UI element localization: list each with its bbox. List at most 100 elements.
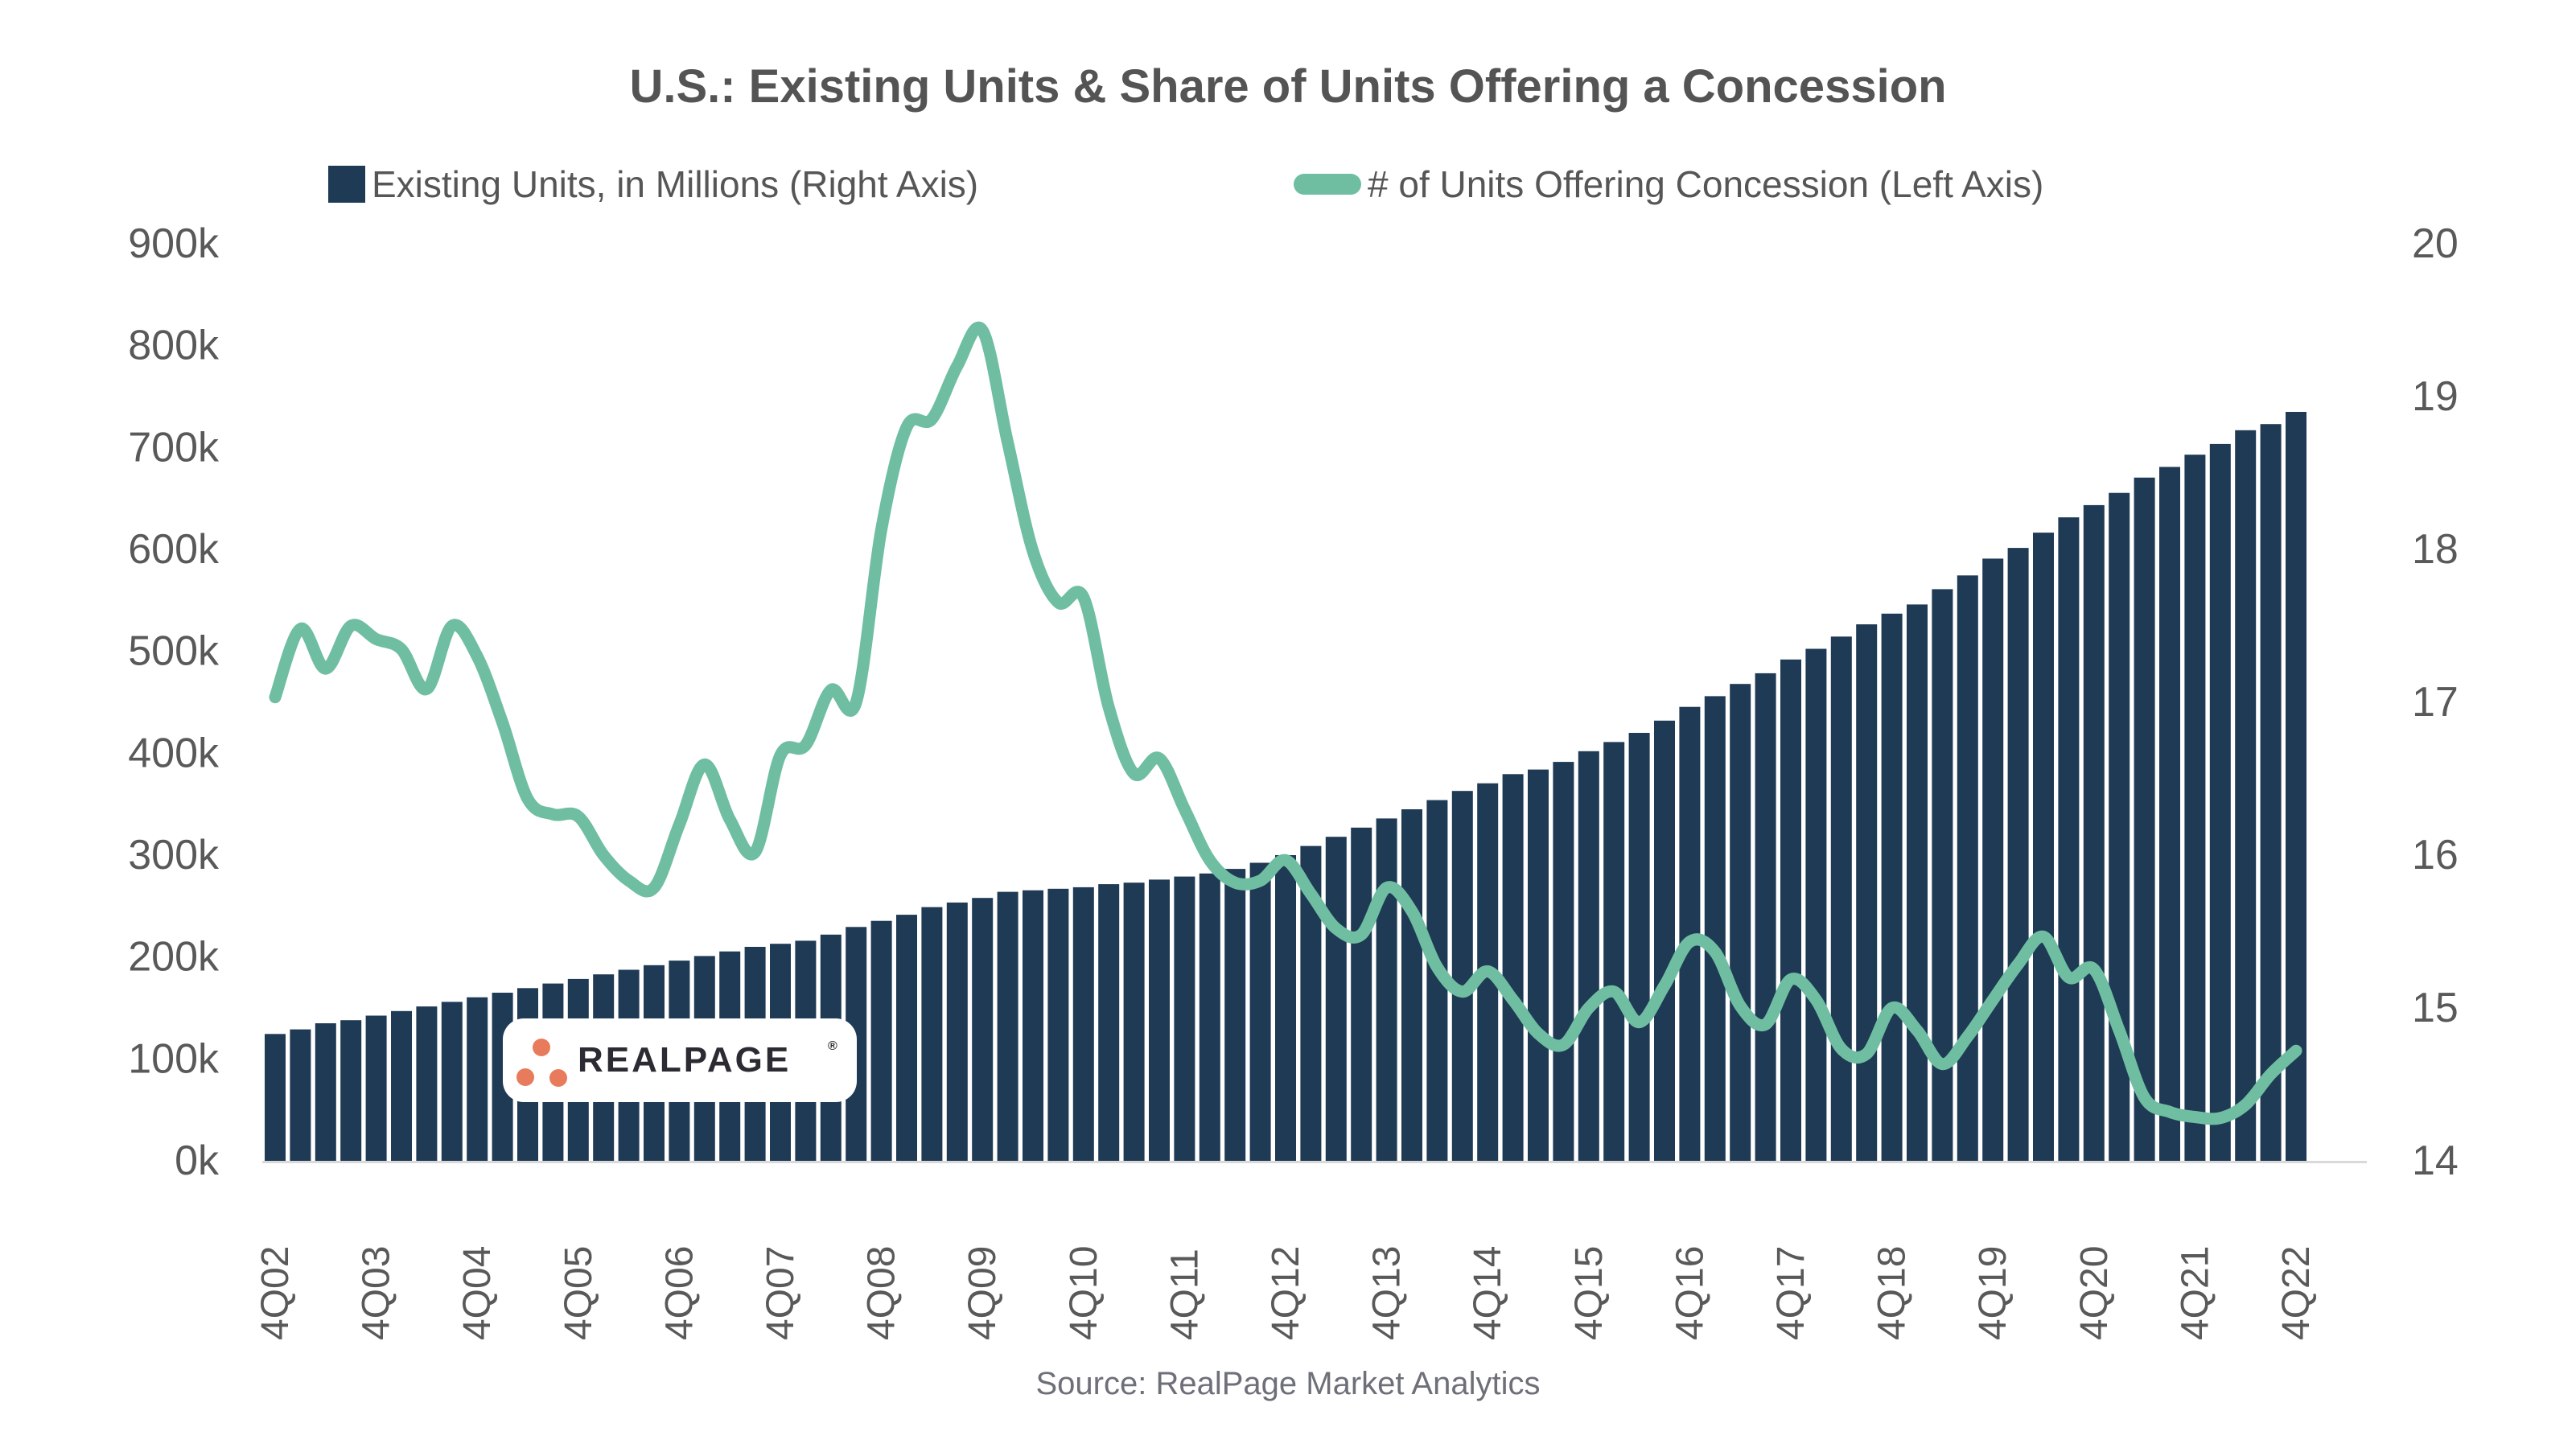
existing-units-bar <box>2209 443 2231 1161</box>
x-axis-tick-label: 4Q02 <box>254 1246 297 1340</box>
existing-units-bar <box>1174 876 1195 1161</box>
registered-mark-icon: ® <box>828 1039 837 1053</box>
existing-units-bar <box>2083 504 2105 1161</box>
x-axis-tick-label: 4Q11 <box>1163 1249 1206 1340</box>
existing-units-bar <box>1275 855 1296 1161</box>
legend: Existing Units, in Millions (Right Axis)… <box>0 163 2576 206</box>
legend-item-concession-line: # of Units Offering Concession (Left Axi… <box>1294 163 2043 206</box>
existing-units-bar <box>972 898 994 1161</box>
existing-units-bar <box>1856 624 1878 1161</box>
existing-units-bar <box>2260 424 2282 1161</box>
y-axis-right-tick-label: 15 <box>2412 985 2459 1031</box>
existing-units-bar <box>1047 888 1069 1161</box>
chart-title: U.S.: Existing Units & Share of Units Of… <box>629 60 1947 113</box>
existing-units-bar <box>1224 869 1246 1161</box>
existing-units-bar <box>1932 589 1953 1161</box>
existing-units-bar <box>2134 477 2155 1161</box>
x-axis-tick-label: 4Q04 <box>456 1246 499 1340</box>
existing-units-bar <box>2033 533 2054 1161</box>
source-caption: Source: RealPage Market Analytics <box>1035 1366 1541 1401</box>
existing-units-bar <box>1072 887 1094 1161</box>
x-axis-tick-label: 4Q15 <box>1568 1246 1611 1340</box>
existing-units-bar <box>1553 762 1574 1161</box>
x-axis-tick-label: 4Q10 <box>1063 1246 1105 1340</box>
logo-dot-icon <box>533 1039 550 1056</box>
concession-line <box>269 321 2302 1125</box>
x-axis-tick-label: 4Q20 <box>2073 1246 2116 1340</box>
existing-units-bar <box>340 1020 362 1161</box>
y-axis-left-tick-label: 100k <box>128 1035 220 1082</box>
logo-dot-icon <box>516 1068 534 1086</box>
y-axis-right-tick-label: 18 <box>2412 526 2459 573</box>
existing-units-bar <box>365 1015 387 1161</box>
existing-units-bar <box>1249 862 1271 1161</box>
x-axis-tick-label: 4Q09 <box>961 1246 1004 1340</box>
existing-units-bar <box>391 1010 412 1161</box>
y-axis-left-tick-label: 500k <box>128 628 220 675</box>
y-axis-left-tick-label: 900k <box>128 220 220 267</box>
x-axis-tick-label: 4Q19 <box>1972 1246 2014 1340</box>
existing-units-bar <box>2235 430 2257 1161</box>
existing-units-bar <box>1755 673 1776 1161</box>
existing-units-bar <box>1401 809 1422 1161</box>
x-axis-tick-label: 4Q12 <box>1265 1246 1307 1340</box>
y-axis-left-tick-label: 0k <box>175 1138 220 1184</box>
x-axis-tick-label: 4Q13 <box>1366 1246 1409 1340</box>
existing-units-bar <box>2184 455 2206 1161</box>
line-swatch-icon <box>1294 174 1361 195</box>
existing-units-bar <box>2286 412 2306 1161</box>
existing-units-bar <box>1578 751 1599 1161</box>
y-axis-left-tick-label: 400k <box>128 730 220 776</box>
x-axis-tick-label: 4Q05 <box>558 1246 600 1340</box>
y-axis-right-tick-label: 16 <box>2412 832 2459 878</box>
existing-units-bar <box>1528 769 1549 1161</box>
existing-units-bar <box>290 1029 311 1161</box>
y-axis-left-tick-label: 600k <box>128 526 220 573</box>
bar-swatch-icon <box>328 166 365 203</box>
y-axis-left-tick-label: 800k <box>128 323 220 369</box>
existing-units-bar <box>1149 879 1170 1161</box>
legend-label-concession-line: # of Units Offering Concession (Left Axi… <box>1368 163 2044 205</box>
x-axis-tick-label: 4Q16 <box>1669 1246 1711 1340</box>
existing-units-bar <box>1451 791 1473 1161</box>
x-axis-tick-label: 4Q03 <box>356 1246 398 1340</box>
existing-units-bar <box>1351 827 1372 1161</box>
existing-units-bar <box>2159 467 2180 1161</box>
y-axis-right-tick-label: 19 <box>2412 373 2459 420</box>
x-axis-tick-label: 4Q06 <box>658 1246 701 1340</box>
existing-units-bar <box>1982 558 2004 1161</box>
y-axis-right-tick-label: 20 <box>2412 220 2459 267</box>
x-axis-tick-label: 4Q21 <box>2174 1246 2216 1340</box>
existing-units-bar <box>1325 837 1347 1161</box>
existing-units-bar <box>1628 733 1650 1161</box>
realpage-logo: REALPAGE ® <box>503 1018 857 1102</box>
logo-dot-icon <box>549 1069 567 1087</box>
y-axis-right-tick-label: 14 <box>2412 1138 2459 1184</box>
existing-units-bar <box>416 1006 438 1161</box>
existing-units-bar <box>2007 548 2029 1161</box>
y-axis-left-tick-label: 300k <box>128 832 220 878</box>
existing-units-bar <box>870 920 892 1161</box>
legend-label-existing-units: Existing Units, in Millions (Right Axis) <box>372 163 979 205</box>
x-axis-tick-label: 4Q08 <box>861 1246 903 1340</box>
existing-units-bar <box>1830 636 1852 1161</box>
existing-units-bar <box>1907 604 1928 1161</box>
existing-units-bar <box>1199 873 1220 1161</box>
existing-units-bar <box>1603 742 1625 1161</box>
existing-units-bar <box>1098 884 1120 1161</box>
legend-item-existing-units: Existing Units, in Millions (Right Axis) <box>328 163 978 206</box>
existing-units-bar <box>997 891 1018 1161</box>
y-axis-right-tick-label: 17 <box>2412 679 2459 726</box>
x-axis-tick-label: 4Q22 <box>2275 1246 2318 1340</box>
y-axis-left-tick-label: 700k <box>128 424 220 471</box>
existing-units-bar <box>467 997 488 1161</box>
existing-units-bar <box>1881 613 1903 1161</box>
existing-units-bar <box>1654 720 1675 1161</box>
x-axis-tick-label: 4Q14 <box>1467 1246 1509 1340</box>
existing-units-bar <box>1780 659 1801 1161</box>
existing-units-bar <box>265 1034 286 1161</box>
x-axis-tick-label: 4Q07 <box>759 1246 802 1340</box>
existing-units-bar <box>1502 774 1524 1161</box>
